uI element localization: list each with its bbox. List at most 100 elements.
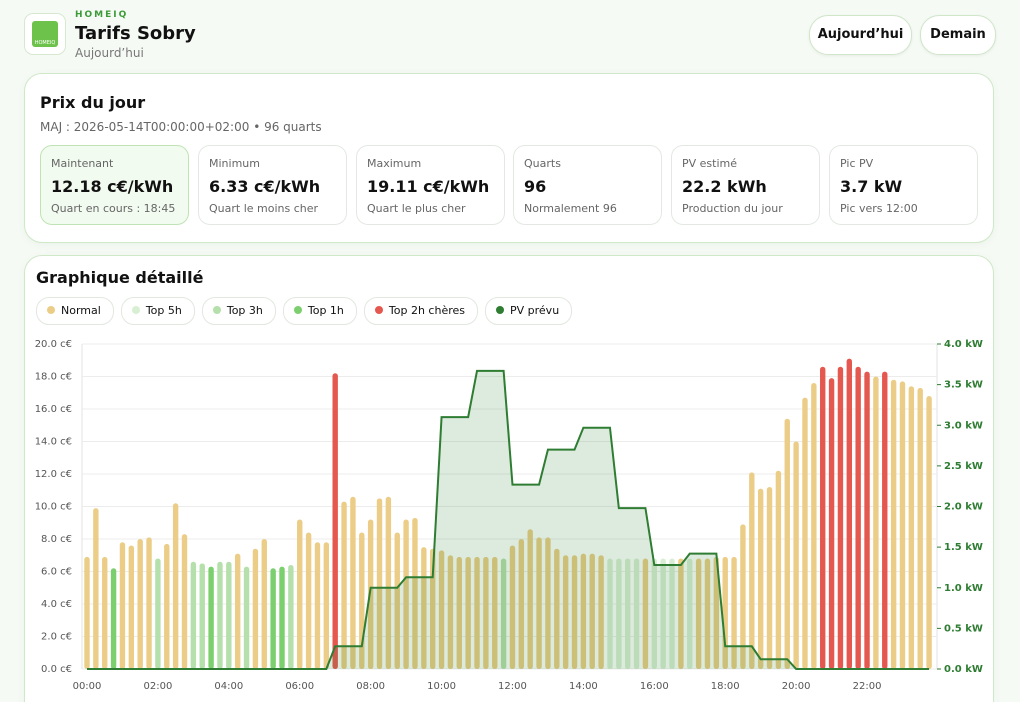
legend-swatch (496, 306, 504, 314)
x-tick-label: 12:00 (498, 681, 527, 692)
legend-item[interactable]: Top 3h (201, 297, 276, 325)
bar (199, 563, 205, 669)
bar (749, 472, 755, 669)
bar (917, 387, 923, 669)
bar (226, 561, 232, 669)
stat-card: Quarts 96 Normalement 96 (513, 145, 662, 225)
x-tick-label: 20:00 (782, 681, 811, 692)
page-subtitle: Aujourd’hui (75, 46, 144, 60)
bar (500, 558, 507, 669)
legend-swatch (212, 306, 221, 314)
bar (678, 558, 684, 669)
y2-tick-label: 1.5 kW (944, 542, 983, 553)
bar (84, 556, 90, 669)
stat-card: Pic PV 3.7 kW Pic vers 12:00 (829, 145, 978, 225)
bar (261, 539, 267, 669)
legend-item[interactable]: Top 2h chères (363, 297, 478, 325)
bar (172, 503, 179, 669)
stat-value: 6.33 c€/kWh (209, 177, 321, 196)
bar (332, 373, 338, 669)
y2-tick-label: 4.0 kW (944, 339, 983, 350)
legend-item[interactable]: Top 5h (120, 297, 195, 325)
bar (651, 558, 657, 669)
bar (305, 532, 312, 669)
y-tick-label: 0.0 c€ (41, 664, 72, 675)
stat-card: Minimum 6.33 c€/kWh Quart le moins cher (198, 145, 347, 225)
bar (297, 519, 303, 669)
stat-note: Pic vers 12:00 (840, 202, 918, 215)
stat-card: Maintenant 12.18 c€/kWh Quart en cours : 1… (40, 145, 189, 225)
bar (882, 371, 888, 669)
bar (110, 568, 117, 669)
bar (687, 558, 693, 669)
legend-swatch (131, 306, 140, 314)
bar (731, 556, 737, 669)
bar (536, 537, 542, 669)
bar (811, 383, 817, 669)
bar (234, 553, 241, 669)
bar (873, 376, 879, 669)
bar (554, 548, 560, 669)
summary-title: Prix du jour (40, 93, 146, 112)
y2-tick-label: 2.5 kW (944, 461, 983, 472)
stat-note: Quart en cours : 18:45 (51, 202, 176, 215)
tomorrow-button[interactable]: Demain (920, 15, 996, 55)
legend-label: Top 1h (307, 304, 344, 317)
legend-item[interactable]: Normal (36, 297, 114, 325)
legend-label: PV prévu (510, 304, 560, 317)
bar (704, 558, 711, 669)
bar (474, 556, 480, 669)
stat-label: Minimum (209, 157, 260, 170)
bar (492, 556, 498, 669)
y-tick-label: 2.0 c€ (41, 632, 72, 643)
bar (828, 378, 835, 669)
legend-swatch (47, 306, 55, 314)
bar (908, 386, 915, 669)
bar (190, 561, 197, 669)
stat-card: Maximum 19.11 c€/kWh Quart le plus cher (356, 145, 505, 225)
bar (766, 487, 773, 669)
bar (412, 517, 418, 669)
bar (695, 558, 702, 669)
today-button[interactable]: Aujourd’hui (809, 15, 912, 55)
bar (323, 542, 330, 669)
legend-item[interactable]: Top 1h (282, 297, 357, 325)
bar (119, 542, 126, 669)
bar (625, 558, 631, 669)
bar (146, 537, 152, 669)
pv-line (87, 369, 930, 670)
bar (545, 537, 551, 669)
bar (562, 555, 569, 669)
bar (713, 556, 720, 669)
legend-item[interactable]: PV prévu (485, 297, 573, 325)
bar (385, 496, 392, 669)
bar (633, 558, 640, 669)
stat-note: Normalement 96 (524, 202, 617, 215)
bar (394, 532, 400, 669)
stat-note: Quart le plus cher (367, 202, 466, 215)
bar (571, 555, 578, 669)
bar (483, 556, 489, 669)
x-tick-label: 00:00 (73, 681, 102, 692)
bar (164, 543, 170, 669)
bar (846, 358, 853, 669)
bar (447, 555, 454, 669)
y-tick-label: 20.0 c€ (35, 339, 72, 350)
x-tick-label: 10:00 (427, 681, 456, 692)
legend-label: Normal (61, 304, 101, 317)
bar (793, 441, 799, 669)
bar (208, 566, 214, 669)
bar (660, 558, 666, 669)
x-tick-label: 14:00 (569, 681, 598, 692)
legend-label: Top 2h chères (388, 304, 465, 317)
x-tick-label: 02:00 (143, 681, 172, 692)
bar (890, 379, 897, 669)
chart: 0.0 c€ 2.0 c€ 4.0 c€ 6.0 c€ 8.0 c€ 10.0 c€ 12.… (35, 339, 983, 692)
bar (527, 529, 533, 669)
bar (270, 568, 276, 669)
bar (775, 470, 782, 669)
bar (438, 550, 445, 669)
bar (429, 548, 436, 669)
y-tick-label: 4.0 c€ (41, 599, 72, 610)
bar (376, 498, 383, 669)
